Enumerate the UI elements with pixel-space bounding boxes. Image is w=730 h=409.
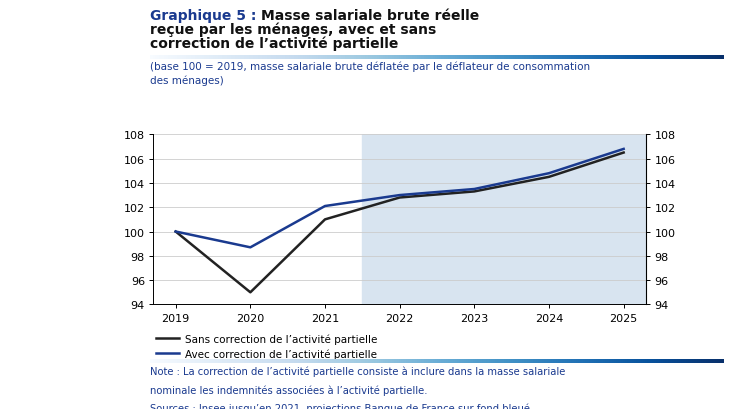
- Text: correction de l’activité partielle: correction de l’activité partielle: [150, 36, 398, 50]
- Text: Sources : Insee jusqu’en 2021, projections Banque de France sur fond bleué.: Sources : Insee jusqu’en 2021, projectio…: [150, 403, 533, 409]
- Bar: [362, 135, 653, 305]
- Text: Note : La correction de l’activité partielle consiste à inclure dans la masse sa: Note : La correction de l’activité parti…: [150, 365, 565, 376]
- Text: Graphique 5 :: Graphique 5 :: [150, 9, 261, 23]
- Text: Masse salariale brute réelle: Masse salariale brute réelle: [261, 9, 479, 23]
- Text: nominale les indemnités associées à l’activité partielle.: nominale les indemnités associées à l’ac…: [150, 385, 427, 396]
- Legend: Sans correction de l’activité partielle, Avec correction de l’activité partielle: Sans correction de l’activité partielle,…: [156, 334, 377, 359]
- Text: reçue par les ménages, avec et sans: reçue par les ménages, avec et sans: [150, 22, 436, 37]
- Text: (base 100 = 2019, masse salariale brute déflatée par le déflateur de consommatio: (base 100 = 2019, masse salariale brute …: [150, 62, 590, 86]
